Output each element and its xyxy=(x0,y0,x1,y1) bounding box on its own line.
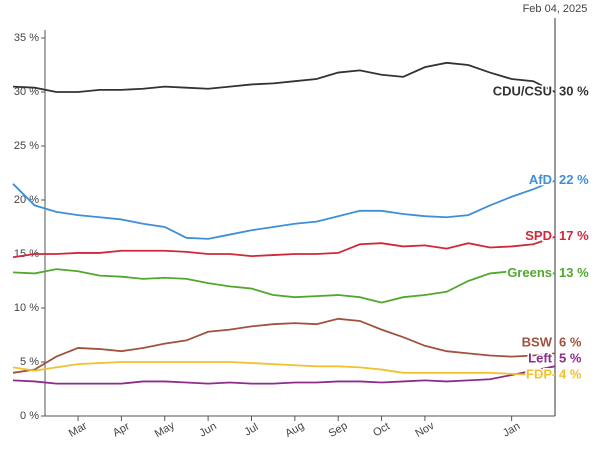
series-line xyxy=(12,268,556,304)
x-tick-label: Jul xyxy=(242,421,260,438)
series-value-label: 6 % xyxy=(559,334,582,349)
x-tick-label: Sep xyxy=(327,420,350,440)
y-tick-label: 0 % xyxy=(20,410,39,422)
x-tick-label: May xyxy=(153,419,177,440)
date-label: Feb 04, 2025 xyxy=(523,3,588,15)
x-tick-label: Mar xyxy=(67,420,90,440)
y-tick-label: 20 % xyxy=(14,194,39,206)
x-tick-label: Apr xyxy=(111,420,132,439)
series-value-label: 4 % xyxy=(559,366,582,381)
series-line xyxy=(12,179,556,240)
x-tick-label: Jan xyxy=(501,420,522,439)
series-value-label: 13 % xyxy=(559,265,589,280)
series-line xyxy=(12,235,556,259)
series-line xyxy=(12,365,556,385)
y-tick-label: 30 % xyxy=(14,86,39,98)
series-value-label: 22 % xyxy=(559,172,589,187)
y-tick-label: 35 % xyxy=(14,32,39,44)
x-tick-label: Nov xyxy=(413,420,436,440)
series-name: Left xyxy=(528,350,553,365)
y-tick-label: 25 % xyxy=(14,140,39,152)
series-value-label: 5 % xyxy=(559,350,582,365)
series-line xyxy=(12,61,556,93)
series-line xyxy=(12,361,555,376)
series-name: SPD xyxy=(525,228,552,243)
series-name: Greens xyxy=(507,265,552,280)
x-tick-label: Aug xyxy=(283,420,306,440)
x-tick-label: Jun xyxy=(197,420,218,439)
series-name: BSW xyxy=(522,334,553,349)
series-name: FDP xyxy=(526,366,552,381)
series-line xyxy=(12,317,556,374)
series-value-label: 30 % xyxy=(559,83,589,98)
y-tick-label: 5 % xyxy=(20,356,39,368)
y-tick-label: 10 % xyxy=(14,302,39,314)
series-value-label: 17 % xyxy=(559,228,589,243)
x-tick-label: Oct xyxy=(371,420,392,439)
series-name: CDU/CSU xyxy=(493,83,552,98)
series-name: AfD xyxy=(529,172,552,187)
